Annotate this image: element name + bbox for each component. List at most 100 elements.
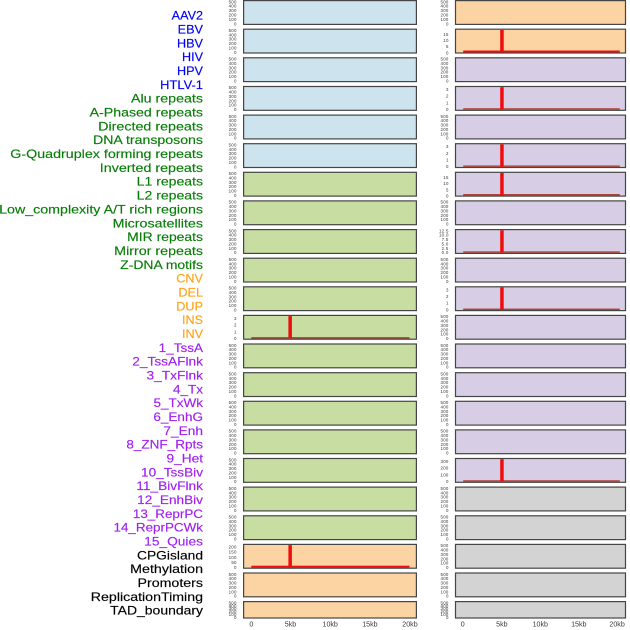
svg-text:0: 0 [234, 565, 237, 570]
svg-text:300: 300 [440, 523, 448, 528]
svg-text:0: 0 [446, 107, 449, 112]
svg-text:0: 0 [446, 307, 449, 312]
svg-text:300: 300 [229, 409, 237, 414]
svg-text:0: 0 [446, 21, 449, 26]
svg-text:400: 400 [440, 404, 448, 409]
svg-text:10.0: 10.0 [439, 233, 449, 238]
svg-text:0: 0 [234, 594, 237, 599]
svg-text:5: 5 [446, 187, 449, 192]
svg-text:400: 400 [440, 603, 448, 608]
svg-text:400: 400 [229, 61, 237, 66]
svg-text:400: 400 [440, 433, 448, 438]
svg-text:0: 0 [234, 279, 237, 284]
svg-text:5: 5 [446, 44, 449, 49]
svg-text:20kb: 20kb [609, 620, 624, 628]
svg-text:200: 200 [229, 299, 237, 304]
svg-text:0: 0 [446, 164, 449, 169]
svg-text:200: 200 [440, 356, 448, 361]
svg-text:0: 0 [446, 136, 449, 141]
svg-text:500: 500 [229, 343, 237, 348]
svg-text:100: 100 [229, 360, 237, 365]
svg-text:400: 400 [440, 118, 448, 123]
svg-text:Inverted repeats: Inverted repeats [100, 161, 203, 175]
svg-text:HTLV-1: HTLV-1 [160, 78, 203, 92]
svg-text:0: 0 [234, 365, 237, 370]
svg-text:1: 1 [234, 329, 237, 334]
svg-text:10kb: 10kb [323, 620, 338, 628]
svg-text:200: 200 [440, 442, 448, 447]
svg-text:100: 100 [229, 217, 237, 222]
svg-text:0: 0 [446, 508, 449, 513]
svg-text:100: 100 [440, 217, 448, 222]
svg-text:500: 500 [229, 142, 237, 147]
svg-text:200: 200 [229, 242, 237, 247]
svg-text:300: 300 [229, 606, 237, 611]
svg-text:G-Quadruplex forming repeats: G-Quadruplex forming repeats [10, 147, 203, 161]
svg-text:0: 0 [446, 393, 449, 398]
svg-text:Alu repeats: Alu repeats [131, 92, 203, 106]
svg-text:300: 300 [229, 237, 237, 242]
svg-text:400: 400 [440, 519, 448, 524]
svg-text:500: 500 [229, 457, 237, 462]
svg-text:0: 0 [234, 536, 237, 541]
svg-text:INS: INS [182, 313, 203, 327]
svg-text:0: 0 [446, 79, 449, 84]
svg-text:0: 0 [446, 479, 449, 484]
svg-text:Microsatellites: Microsatellites [113, 216, 204, 230]
svg-text:300: 300 [229, 180, 237, 185]
svg-text:HPV: HPV [177, 64, 203, 78]
svg-text:100: 100 [440, 589, 448, 594]
svg-text:0: 0 [234, 50, 237, 55]
svg-text:100: 100 [229, 503, 237, 508]
svg-text:200: 200 [229, 184, 237, 189]
svg-text:200: 200 [440, 70, 448, 75]
svg-text:500: 500 [440, 486, 448, 491]
svg-text:500: 500 [440, 314, 448, 319]
svg-text:MIR repeats: MIR repeats [127, 230, 203, 244]
svg-text:10kb: 10kb [533, 620, 548, 628]
svg-text:300: 300 [229, 294, 237, 299]
svg-text:5.0: 5.0 [442, 242, 449, 247]
svg-text:0: 0 [234, 250, 237, 255]
svg-text:200: 200 [440, 556, 448, 561]
svg-text:15: 15 [443, 175, 449, 180]
svg-text:200: 200 [440, 13, 448, 18]
svg-text:200: 200 [229, 442, 237, 447]
svg-text:400: 400 [229, 90, 237, 95]
svg-text:400: 400 [229, 233, 237, 238]
svg-text:300: 300 [229, 208, 237, 213]
svg-text:200: 200 [440, 499, 448, 504]
svg-text:300: 300 [440, 459, 448, 464]
svg-text:0: 0 [446, 536, 449, 541]
svg-text:500: 500 [229, 0, 237, 4]
svg-text:9_Het: 9_Het [167, 452, 204, 466]
svg-text:0: 0 [234, 479, 237, 484]
svg-text:400: 400 [440, 548, 448, 553]
svg-text:300: 300 [440, 606, 448, 611]
svg-text:100: 100 [440, 17, 448, 22]
svg-text:100: 100 [229, 275, 237, 280]
svg-text:500: 500 [229, 85, 237, 90]
svg-text:100: 100 [229, 103, 237, 108]
svg-text:0: 0 [234, 508, 237, 513]
svg-text:500: 500 [229, 600, 237, 605]
svg-text:0: 0 [234, 193, 237, 198]
svg-text:500: 500 [440, 543, 448, 548]
svg-text:300: 300 [229, 352, 237, 357]
svg-text:10: 10 [443, 38, 449, 43]
svg-text:6_EnhG: 6_EnhG [153, 410, 203, 424]
svg-text:100: 100 [229, 160, 237, 165]
svg-text:Z-DNA motifs: Z-DNA motifs [120, 258, 203, 272]
svg-text:0: 0 [234, 136, 237, 141]
svg-text:400: 400 [229, 118, 237, 123]
svg-text:400: 400 [229, 376, 237, 381]
svg-text:400: 400 [440, 376, 448, 381]
svg-text:400: 400 [229, 261, 237, 266]
svg-text:400: 400 [440, 576, 448, 581]
svg-text:L2 repeats: L2 repeats [137, 189, 203, 203]
svg-text:0: 0 [234, 79, 237, 84]
svg-text:100: 100 [440, 332, 448, 337]
svg-text:500: 500 [229, 114, 237, 119]
svg-text:300: 300 [229, 437, 237, 442]
svg-text:200: 200 [229, 528, 237, 533]
